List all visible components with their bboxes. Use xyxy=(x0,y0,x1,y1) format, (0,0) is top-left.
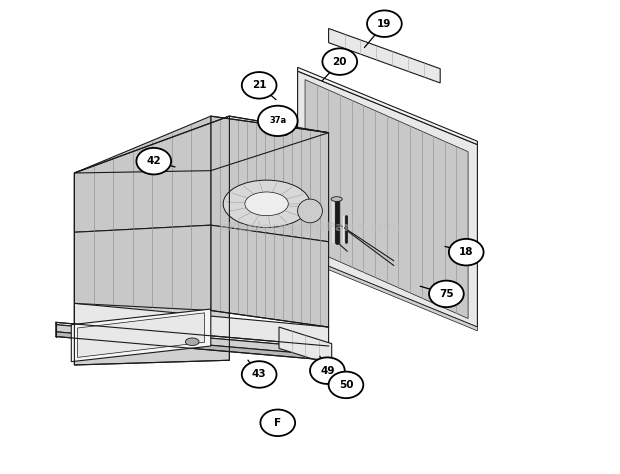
Text: 75: 75 xyxy=(439,289,454,299)
Polygon shape xyxy=(74,303,329,348)
Circle shape xyxy=(367,10,402,37)
Text: 42: 42 xyxy=(146,156,161,166)
Circle shape xyxy=(260,410,295,436)
Ellipse shape xyxy=(331,197,342,201)
Polygon shape xyxy=(329,28,440,83)
Text: 43: 43 xyxy=(252,369,267,380)
Polygon shape xyxy=(74,225,211,310)
Polygon shape xyxy=(211,116,329,242)
Circle shape xyxy=(136,148,171,174)
Polygon shape xyxy=(71,309,211,362)
Circle shape xyxy=(322,48,357,75)
Polygon shape xyxy=(211,133,329,280)
Text: 19: 19 xyxy=(377,18,392,29)
Text: 18: 18 xyxy=(459,247,474,257)
Polygon shape xyxy=(305,80,468,319)
Circle shape xyxy=(242,72,277,99)
Text: 21: 21 xyxy=(252,80,267,91)
Text: F: F xyxy=(274,418,281,428)
Polygon shape xyxy=(56,332,329,360)
Circle shape xyxy=(329,372,363,398)
Text: 20: 20 xyxy=(332,56,347,67)
Circle shape xyxy=(449,239,484,265)
Text: 49: 49 xyxy=(320,365,335,376)
Polygon shape xyxy=(74,116,329,173)
Ellipse shape xyxy=(245,192,288,216)
Polygon shape xyxy=(279,327,332,365)
Text: 37a: 37a xyxy=(269,117,286,125)
Ellipse shape xyxy=(223,180,310,228)
Polygon shape xyxy=(74,171,211,280)
Text: 50: 50 xyxy=(339,380,353,390)
Polygon shape xyxy=(211,225,329,327)
Polygon shape xyxy=(298,71,477,327)
Polygon shape xyxy=(298,67,477,145)
Polygon shape xyxy=(56,325,329,356)
Ellipse shape xyxy=(185,338,199,346)
Circle shape xyxy=(242,361,277,388)
Polygon shape xyxy=(74,116,229,365)
Circle shape xyxy=(258,106,298,136)
Polygon shape xyxy=(74,116,211,232)
Circle shape xyxy=(429,281,464,307)
Circle shape xyxy=(310,357,345,384)
Ellipse shape xyxy=(298,199,322,223)
Polygon shape xyxy=(56,322,329,348)
Polygon shape xyxy=(78,313,205,357)
Polygon shape xyxy=(298,254,477,331)
Text: eReplacementParts.com: eReplacementParts.com xyxy=(219,221,401,234)
